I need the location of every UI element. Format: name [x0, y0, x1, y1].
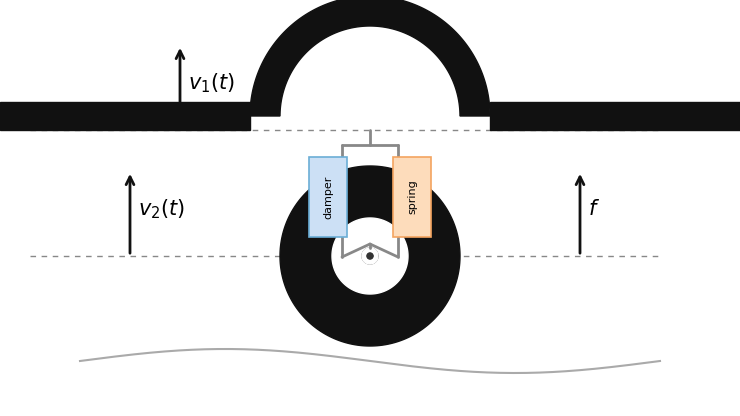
Polygon shape — [332, 218, 408, 294]
Text: $v_2(t)$: $v_2(t)$ — [138, 198, 185, 221]
Text: damper: damper — [323, 175, 333, 219]
FancyBboxPatch shape — [309, 157, 347, 237]
Text: $v_1(t)$: $v_1(t)$ — [188, 72, 235, 95]
Polygon shape — [362, 248, 378, 264]
FancyBboxPatch shape — [393, 157, 431, 237]
Bar — [490, 102, 740, 130]
Polygon shape — [250, 0, 490, 116]
Polygon shape — [280, 166, 460, 346]
Text: spring: spring — [407, 180, 417, 214]
Text: $f$: $f$ — [588, 199, 600, 219]
Polygon shape — [367, 253, 373, 259]
Bar — [0, 102, 250, 130]
